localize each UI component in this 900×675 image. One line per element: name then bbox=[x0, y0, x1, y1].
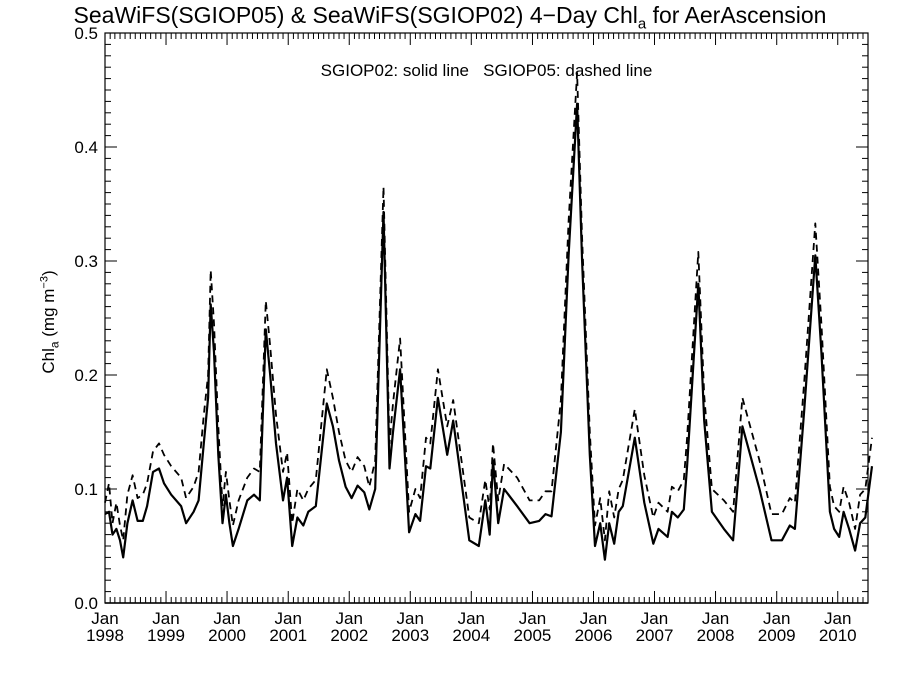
line-style-annotation: SGIOP02: solid line SGIOP05: dashed line bbox=[320, 61, 653, 80]
x-tick-label-year: 1999 bbox=[147, 626, 185, 645]
x-tick-label-month: Jan bbox=[91, 609, 118, 628]
x-tick-label-year: 2007 bbox=[636, 626, 674, 645]
x-tick-label-month: Jan bbox=[519, 609, 546, 628]
x-tick-label-year: 2004 bbox=[452, 626, 490, 645]
x-tick-label-year: 2009 bbox=[758, 626, 796, 645]
x-tick-label-year: 2006 bbox=[575, 626, 613, 645]
axes-layer: 0.00.10.20.30.40.5Jan1998Jan1999Jan2000J… bbox=[74, 24, 869, 645]
x-tick-label-month: Jan bbox=[397, 609, 424, 628]
series-line-sgiop02 bbox=[104, 102, 874, 561]
chart-title: SeaWiFS(SGIOP05) & SeaWiFS(SGIOP02) 4−Da… bbox=[0, 2, 900, 33]
x-tick-label-month: Jan bbox=[702, 609, 729, 628]
x-tick-label-month: Jan bbox=[275, 609, 302, 628]
x-tick-label-year: 2005 bbox=[514, 626, 552, 645]
chart-title-suffix: for AerAscension bbox=[646, 2, 827, 28]
y-tick-label: 0.1 bbox=[74, 480, 98, 499]
x-tick-label-year: 2003 bbox=[391, 626, 429, 645]
series-line-sgiop05 bbox=[104, 72, 873, 542]
chart-title-prefix: SeaWiFS(SGIOP05) & SeaWiFS(SGIOP02) 4−Da… bbox=[73, 2, 638, 28]
y-tick-label: 0.3 bbox=[74, 252, 98, 271]
x-tick-label-month: Jan bbox=[213, 609, 240, 628]
x-tick-label-year: 2008 bbox=[697, 626, 735, 645]
chart-title-subscript: a bbox=[637, 15, 647, 33]
x-tick-label-year: 2000 bbox=[208, 626, 246, 645]
series-layer bbox=[104, 72, 874, 561]
x-tick-label-month: Jan bbox=[824, 609, 851, 628]
x-tick-label-year: 1998 bbox=[86, 626, 124, 645]
x-tick-label-month: Jan bbox=[336, 609, 363, 628]
x-tick-label-month: Jan bbox=[763, 609, 790, 628]
x-tick-label-month: Jan bbox=[580, 609, 607, 628]
x-tick-label-year: 2002 bbox=[330, 626, 368, 645]
x-tick-label-year: 2010 bbox=[819, 626, 857, 645]
y-tick-label: 0.2 bbox=[74, 366, 98, 385]
x-tick-label-month: Jan bbox=[458, 609, 485, 628]
y-tick-label: 0.5 bbox=[74, 24, 98, 43]
y-tick-label: 0.4 bbox=[74, 138, 98, 157]
x-tick-label-month: Jan bbox=[641, 609, 668, 628]
y-tick-label: 0.0 bbox=[74, 594, 98, 613]
x-tick-label-month: Jan bbox=[152, 609, 179, 628]
x-tick-label-year: 2001 bbox=[269, 626, 307, 645]
